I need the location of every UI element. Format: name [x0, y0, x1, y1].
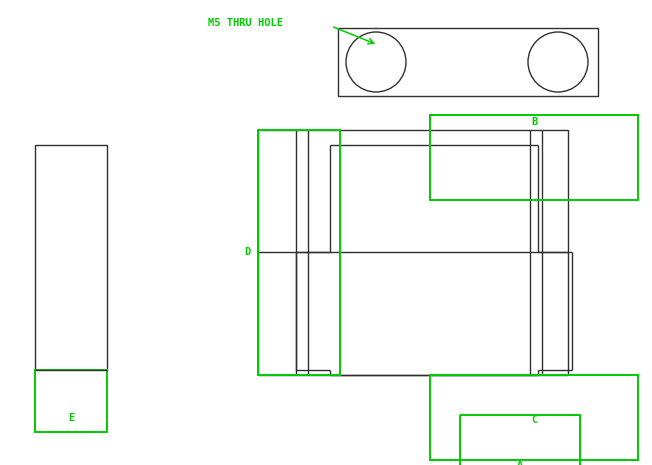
Bar — [460, 415, 580, 465]
Bar — [35, 145, 107, 370]
Circle shape — [528, 32, 588, 92]
Text: C: C — [531, 415, 537, 425]
Bar — [258, 130, 568, 375]
Text: D: D — [244, 247, 250, 257]
Bar — [35, 370, 107, 432]
Text: B: B — [531, 117, 537, 127]
Bar — [258, 130, 340, 375]
Text: E: E — [68, 413, 74, 423]
Text: M5 THRU HOLE: M5 THRU HOLE — [208, 18, 283, 28]
Bar — [430, 115, 638, 200]
Circle shape — [346, 32, 406, 92]
Bar — [338, 28, 598, 96]
Text: A: A — [517, 460, 523, 465]
Bar — [430, 375, 638, 460]
